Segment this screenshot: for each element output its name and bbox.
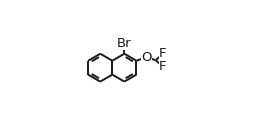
Text: O: O [141,51,151,64]
Text: F: F [159,60,167,73]
Text: F: F [159,47,167,60]
Text: Br: Br [117,37,132,50]
